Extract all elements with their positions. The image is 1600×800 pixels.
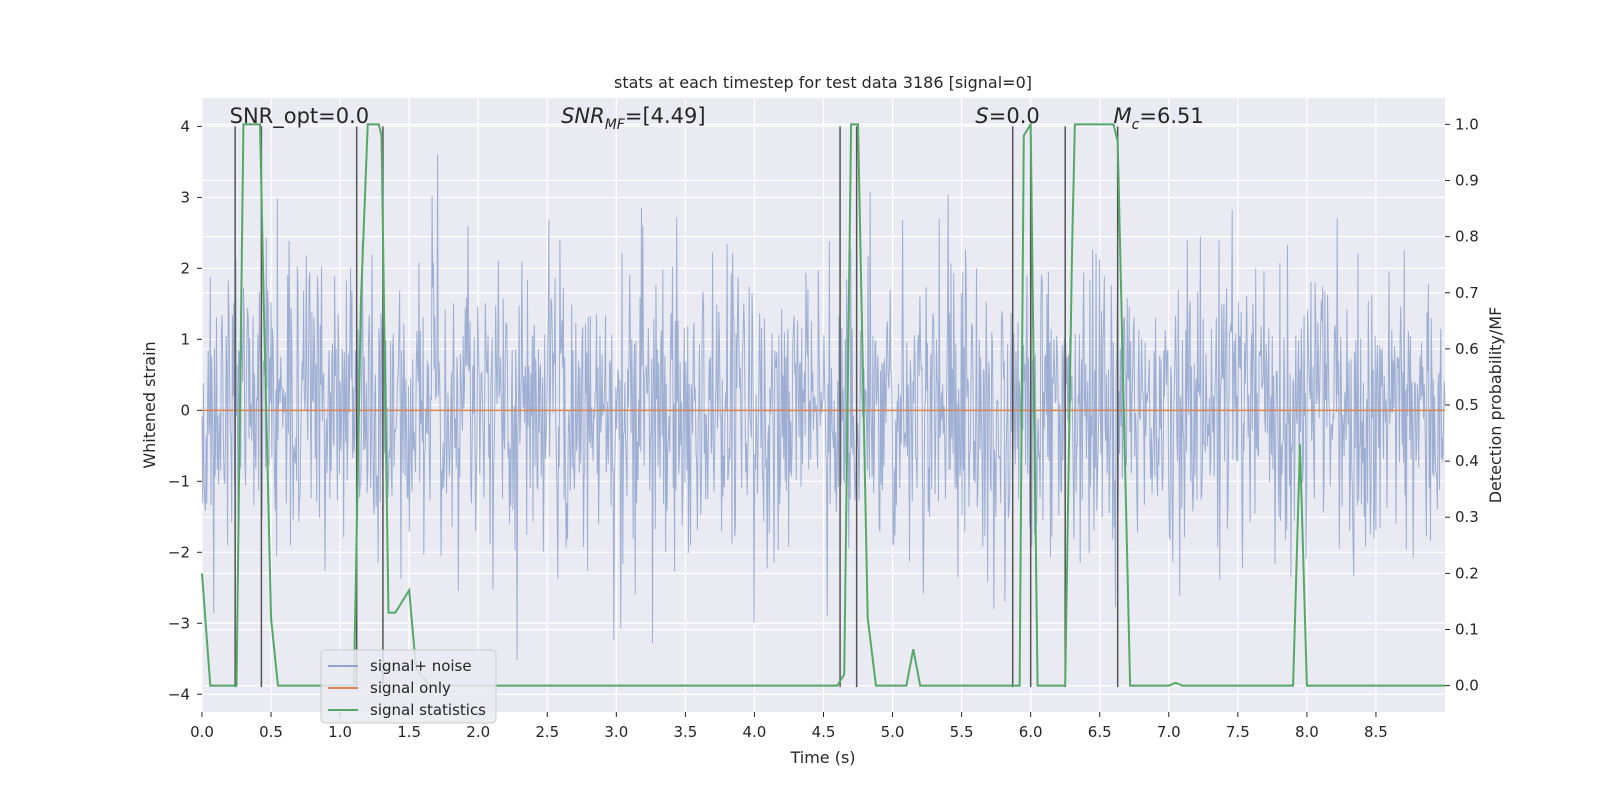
y2-tick-label: 0.1 — [1455, 620, 1479, 638]
x-tick-label: 6.0 — [1019, 723, 1043, 741]
annotation-s-stat: S=0.0 — [975, 104, 1039, 128]
y-tick-label: 2 — [180, 259, 190, 277]
x-tick-label: 4.0 — [743, 723, 767, 741]
y2-tick-label: 0.3 — [1455, 508, 1479, 526]
y2-tick-label: 0.9 — [1455, 172, 1479, 190]
x-axis-label: Time (s) — [789, 748, 855, 767]
y2-tick-label: 0.7 — [1455, 284, 1479, 302]
annotation-snr-mf: SNRMF=[4.49] — [561, 104, 706, 133]
legend-label: signal only — [370, 679, 451, 697]
x-tick-label: 0.0 — [190, 723, 214, 741]
x-tick-label: 3.5 — [673, 723, 697, 741]
legend: signal+ noise signal only signal statistic… — [320, 649, 497, 724]
annotation-snr-opt: SNR_opt=0.0 — [230, 104, 370, 129]
y-axis-label: Whitened strain — [140, 341, 159, 468]
y-tick-label: −4 — [168, 685, 190, 703]
y2-tick-label: 0.5 — [1455, 396, 1479, 414]
x-tick-label: 1.5 — [397, 723, 421, 741]
y-tick-label: 0 — [180, 401, 190, 419]
x-tick-label: 0.5 — [259, 723, 283, 741]
y2-axis-ticks: 1.0 0.9 0.8 0.7 0.6 0.5 0.4 0.3 0.2 0.1 0.0 — [1445, 115, 1479, 695]
noise-line — [201, 154, 1446, 661]
y-axis-ticks: 4 3 2 1 0 −1 −2 −3 −4 — [168, 117, 202, 703]
y-tick-label: 3 — [180, 188, 190, 206]
x-tick-label: 7.5 — [1226, 723, 1250, 741]
legend-label: signal statistics — [370, 701, 486, 719]
y-tick-label: −3 — [168, 614, 190, 632]
x-tick-label: 3.0 — [604, 723, 628, 741]
chart-title: stats at each timestep for test data 318… — [614, 73, 1032, 92]
y2-tick-label: 0.0 — [1455, 677, 1479, 695]
y-tick-label: −2 — [168, 543, 190, 561]
x-tick-label: 6.5 — [1088, 723, 1112, 741]
x-tick-label: 1.0 — [328, 723, 352, 741]
x-tick-label: 8.0 — [1295, 723, 1319, 741]
plot-area — [201, 98, 1446, 712]
annotation-chirp-mass: Mc=6.51 — [1114, 104, 1204, 133]
y-tick-label: 4 — [180, 117, 190, 135]
y-tick-label: 1 — [180, 330, 190, 348]
x-tick-label: 2.0 — [466, 723, 490, 741]
y2-tick-label: 0.6 — [1455, 340, 1479, 358]
annotations: SNR_opt=0.0 SNRMF=[4.49] S=0.0 Mc=6.51 — [230, 104, 1204, 133]
x-tick-label: 8.5 — [1364, 723, 1388, 741]
x-axis-ticks: 0.0 0.5 1.0 1.5 2.0 2.5 3.0 3.5 4.0 4.5 5.0 5.5 6.0 6… — [190, 712, 1388, 741]
y2-tick-label: 0.8 — [1455, 228, 1479, 246]
legend-box — [320, 649, 497, 724]
x-tick-label: 5.0 — [881, 723, 905, 741]
vertical-markers — [234, 126, 1119, 688]
x-tick-label: 4.5 — [812, 723, 836, 741]
y-tick-label: −1 — [168, 472, 190, 490]
legend-label: signal+ noise — [370, 657, 472, 675]
y2-tick-label: 0.4 — [1455, 452, 1479, 470]
x-tick-label: 5.5 — [950, 723, 974, 741]
x-tick-label: 2.5 — [535, 723, 559, 741]
series-signal-noise — [201, 154, 1446, 661]
x-tick-label: 7.0 — [1157, 723, 1181, 741]
y2-axis-label: Detection probability/MF — [1486, 307, 1505, 504]
y2-tick-label: 0.2 — [1455, 564, 1479, 582]
y2-tick-label: 1.0 — [1455, 115, 1479, 133]
